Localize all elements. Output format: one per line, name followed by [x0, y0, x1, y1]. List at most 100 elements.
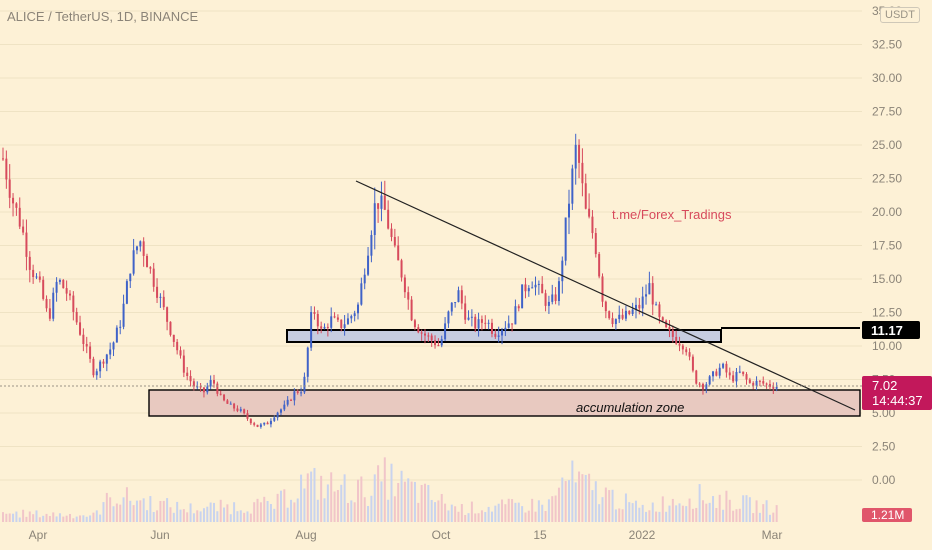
- x-tick-label: Apr: [29, 528, 48, 542]
- unit-badge[interactable]: USDT: [880, 7, 920, 23]
- volume-bar: [186, 512, 189, 522]
- volume-bar: [216, 511, 219, 522]
- candle-body: [675, 336, 678, 344]
- volume-bar: [99, 514, 102, 522]
- x-tick-label: 15: [533, 528, 547, 542]
- candle-body: [45, 298, 48, 309]
- volume-bar: [363, 497, 366, 522]
- volume-bars: [2, 457, 778, 522]
- candle-body: [748, 379, 751, 383]
- volume-bar: [119, 504, 122, 522]
- volume-bar: [554, 495, 557, 522]
- volume-bar: [480, 510, 483, 522]
- candle-body: [768, 384, 771, 387]
- volume-bar: [661, 496, 664, 522]
- volume-bar: [688, 498, 691, 522]
- volume-bar: [300, 474, 303, 522]
- candle-body: [35, 276, 38, 278]
- candle-body: [176, 341, 179, 351]
- volume-bar: [634, 500, 637, 522]
- x-tick-label: Aug: [295, 528, 316, 542]
- candle-body: [58, 280, 61, 282]
- candle-body: [353, 313, 356, 317]
- candle-body: [457, 290, 460, 303]
- candle-body: [688, 352, 691, 357]
- volume-bar: [725, 490, 728, 522]
- volume-bar: [286, 507, 289, 522]
- volume-bar: [89, 515, 92, 522]
- candle-body: [437, 345, 440, 347]
- candle-body: [196, 386, 199, 388]
- volume-bar: [527, 510, 530, 522]
- volume-bar: [52, 512, 55, 522]
- volume-bar: [306, 473, 309, 522]
- trendline[interactable]: [355, 180, 856, 411]
- volume-bar: [524, 512, 527, 522]
- candle-body: [166, 307, 169, 322]
- candle-body: [320, 326, 323, 329]
- volume-bar: [681, 505, 684, 522]
- volume-bar: [470, 501, 473, 522]
- volume-bar: [624, 493, 627, 522]
- accumulation-zone: [148, 389, 861, 417]
- candle-body: [588, 208, 591, 217]
- volume-bar: [162, 500, 165, 522]
- candle-body: [387, 209, 390, 229]
- volume-bar: [206, 506, 209, 522]
- volume-bar: [507, 498, 510, 522]
- candle-body: [430, 335, 433, 341]
- volume-bar: [447, 510, 450, 522]
- accumulation-zone-label: accumulation zone: [576, 400, 684, 415]
- candle-body: [226, 400, 229, 404]
- volume-bar: [68, 513, 71, 522]
- volume-bar: [2, 512, 4, 522]
- volume-bar: [115, 503, 118, 522]
- volume-bar: [199, 511, 202, 522]
- candle-body: [373, 203, 376, 236]
- candle-body: [608, 311, 611, 319]
- candle-body: [142, 241, 145, 256]
- candle-body: [393, 236, 396, 246]
- current-price-label: 7.02: [872, 378, 897, 393]
- candle-body: [524, 284, 527, 292]
- candle-body: [501, 330, 504, 336]
- volume-bar: [226, 504, 229, 522]
- volume-bar: [373, 474, 376, 522]
- volume-bar: [8, 513, 11, 522]
- volume-bar: [537, 500, 540, 522]
- candle-body: [146, 255, 149, 268]
- x-tick-label: Jun: [150, 528, 169, 542]
- candle-body: [614, 319, 617, 325]
- x-tick-label: Oct: [432, 528, 451, 542]
- volume-bar: [645, 511, 648, 522]
- volume-bar: [504, 504, 507, 522]
- y-tick-label: 2.50: [872, 440, 896, 454]
- candle-body: [119, 326, 122, 328]
- candle-body: [735, 371, 738, 382]
- volume-bar: [18, 517, 21, 522]
- volume-bar: [501, 499, 504, 522]
- volume-bar: [735, 509, 738, 522]
- volume-bar: [38, 517, 41, 522]
- volume-bar: [752, 513, 755, 522]
- volume-bar: [12, 513, 15, 522]
- volume-bar: [149, 496, 152, 522]
- candle-body: [487, 322, 490, 324]
- candle-body: [316, 313, 319, 327]
- candle-body: [507, 323, 510, 328]
- volume-bar: [574, 482, 577, 522]
- candle-body: [179, 350, 182, 356]
- candle-body: [139, 241, 142, 247]
- candle-body: [568, 203, 571, 218]
- candle-body: [695, 370, 698, 384]
- candle-body: [755, 380, 758, 386]
- volume-bar: [182, 509, 185, 522]
- candle-body: [25, 232, 28, 257]
- candle-body: [65, 288, 68, 294]
- volume-bar: [246, 511, 249, 522]
- candle-body: [303, 376, 306, 393]
- candle-body: [434, 340, 437, 346]
- candle-body: [725, 363, 728, 373]
- volume-bar: [383, 457, 386, 522]
